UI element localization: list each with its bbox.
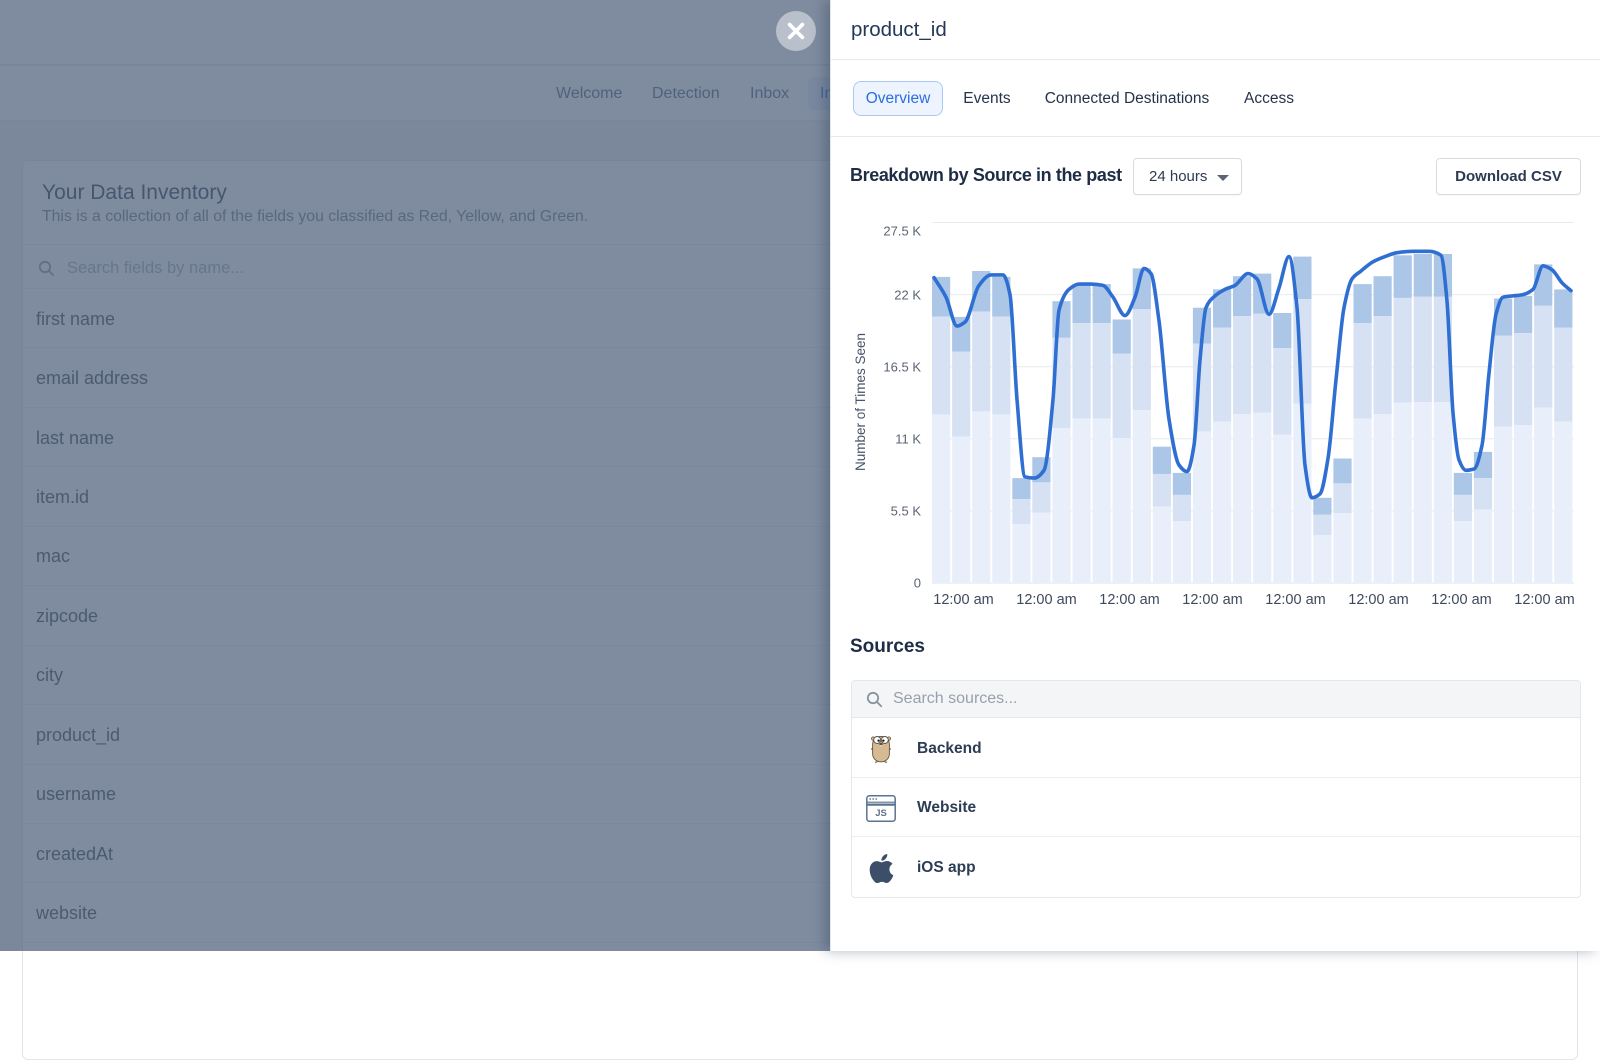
- svg-text:12:00 am: 12:00 am: [1099, 592, 1159, 608]
- svg-text:12:00 am: 12:00 am: [1431, 592, 1491, 608]
- svg-text:5.5 K: 5.5 K: [891, 504, 922, 519]
- svg-text:JS: JS: [875, 808, 887, 819]
- svg-text:12:00 am: 12:00 am: [1265, 592, 1325, 608]
- svg-text:12:00 am: 12:00 am: [1348, 592, 1408, 608]
- svg-text:0: 0: [914, 576, 921, 591]
- svg-text:12:00 am: 12:00 am: [1182, 592, 1242, 608]
- svg-text:12:00 am: 12:00 am: [933, 592, 993, 608]
- svg-text:12:00 am: 12:00 am: [1016, 592, 1076, 608]
- svg-text:22 K: 22 K: [894, 288, 921, 303]
- svg-text:12:00 am: 12:00 am: [1514, 592, 1574, 608]
- svg-text:Number of Times Seen: Number of Times Seen: [853, 333, 868, 471]
- svg-text:16.5 K: 16.5 K: [883, 360, 921, 375]
- svg-text:27.5 K: 27.5 K: [883, 224, 921, 239]
- svg-text:11 K: 11 K: [895, 432, 921, 447]
